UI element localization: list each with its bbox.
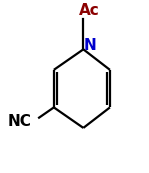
Text: NC: NC: [8, 113, 32, 129]
Text: N: N: [84, 38, 96, 53]
Text: Ac: Ac: [79, 3, 100, 18]
